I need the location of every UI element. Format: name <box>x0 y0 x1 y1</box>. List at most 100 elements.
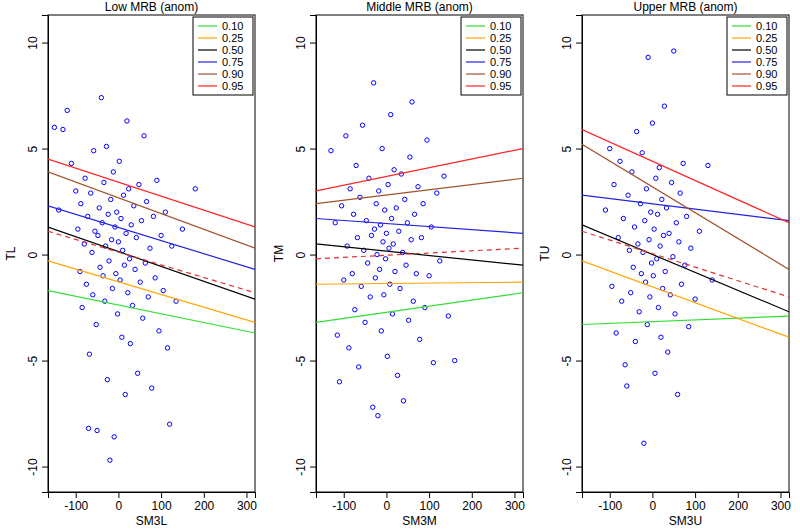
legend-swatch <box>198 25 217 26</box>
scatter-point <box>155 178 159 182</box>
scatter-point <box>61 127 65 131</box>
scatter-point <box>660 197 664 201</box>
scatter-point <box>337 380 341 384</box>
scatter-point <box>627 248 631 252</box>
scatter-point <box>697 229 701 233</box>
scatter-point <box>148 246 152 250</box>
scatter-point <box>612 182 616 186</box>
y-tick-mark <box>576 467 582 468</box>
x-tick: 0 <box>384 492 391 513</box>
y-tick-label: 10 <box>294 36 308 50</box>
y-tick-label: 10 <box>560 36 574 50</box>
quantile-line <box>316 219 523 234</box>
scatter-point <box>76 227 80 231</box>
scatter-point <box>377 267 381 271</box>
legend-label: 0.25 <box>756 32 777 44</box>
scatter-point <box>106 212 110 216</box>
legend-box <box>727 17 787 95</box>
scatter-point <box>404 263 408 267</box>
scatter-point <box>339 204 343 208</box>
scatter-point <box>161 288 165 292</box>
y-tick-label: 0 <box>26 251 40 258</box>
scatter-point <box>348 187 352 191</box>
scatter-point <box>681 161 685 165</box>
scatter-point <box>111 170 115 174</box>
x-tick-mark <box>386 492 387 498</box>
quantile-line <box>48 172 255 248</box>
scatter-point <box>144 199 148 203</box>
x-tick: 0 <box>650 492 657 513</box>
scatter-point <box>91 293 95 297</box>
legend-swatch <box>732 49 751 50</box>
scatter-point <box>391 242 395 246</box>
scatter-point <box>104 144 108 148</box>
y-tick-mark <box>310 149 316 150</box>
scatter-point <box>135 371 139 375</box>
scatter-point <box>107 259 111 263</box>
y-axis: -10-50510 <box>26 16 49 493</box>
y-tick-mark <box>310 467 316 468</box>
panel-title: Low MRB (anom) <box>105 0 198 14</box>
x-axis-line <box>49 493 256 499</box>
x-tick: 0 <box>116 492 123 513</box>
scatter-point <box>397 229 401 233</box>
scatter-point <box>675 392 679 396</box>
y-tick-label: -10 <box>26 458 40 476</box>
scatter-point <box>137 182 141 186</box>
y-tick-mark <box>42 43 48 44</box>
scatter-point <box>129 223 133 227</box>
x-tick: -100 <box>64 492 88 513</box>
scatter-point <box>387 246 391 250</box>
legend-swatch <box>198 85 217 86</box>
x-tick-mark <box>780 492 781 498</box>
legend-label: 0.10 <box>490 20 511 32</box>
x-tick-mark <box>344 492 345 498</box>
y-tick-mark <box>576 361 582 362</box>
scatter-point <box>603 208 607 212</box>
quantile-line <box>48 261 255 322</box>
quantile-line <box>582 129 789 222</box>
scatter-point <box>651 274 655 278</box>
scatter-point <box>608 146 612 150</box>
scatter-point <box>659 335 663 339</box>
scatter-point <box>684 214 688 218</box>
legend-label: 0.25 <box>490 32 511 44</box>
x-tick-label: -100 <box>598 499 622 513</box>
scatter-point <box>112 435 116 439</box>
scatter-point <box>141 316 145 320</box>
scatter-point <box>142 134 146 138</box>
x-axis: -1000100200300 <box>317 492 526 513</box>
scatter-point <box>398 286 402 290</box>
scatter-point <box>380 146 384 150</box>
scatter-point <box>674 221 678 225</box>
scatter-point <box>649 261 653 265</box>
scatter-point <box>130 303 134 307</box>
legend-label: 0.50 <box>756 44 777 56</box>
legend-swatch <box>198 37 217 38</box>
scatter-point <box>372 227 376 231</box>
scatter-point <box>379 329 383 333</box>
scatter-points <box>329 81 457 418</box>
scatter-point <box>679 282 683 286</box>
y-tick: 0 <box>26 251 48 258</box>
scatter-point <box>383 257 387 261</box>
scatter-point <box>662 104 666 108</box>
scatter-point <box>383 208 387 212</box>
scatter-point <box>412 212 416 216</box>
panel: -1000100200300-10-50510Middle MRB (anom)… <box>272 0 525 528</box>
scatter-point <box>109 238 113 242</box>
legend-box <box>461 17 521 95</box>
scatter-point <box>388 112 392 116</box>
legend-swatch <box>466 25 485 26</box>
quantile-line <box>48 231 255 292</box>
scatter-point <box>650 121 654 125</box>
x-tick: 300 <box>505 492 525 513</box>
quantile-line <box>48 291 255 333</box>
scatter-point <box>408 155 412 159</box>
scatter-point <box>83 176 87 180</box>
scatter-point <box>410 100 414 104</box>
y-axis: -10-50510 <box>560 16 583 493</box>
panel: -1000100200300-10-50510Upper MRB (anom)S… <box>538 0 791 528</box>
scatter-point <box>393 269 397 273</box>
scatter-point <box>373 276 377 280</box>
